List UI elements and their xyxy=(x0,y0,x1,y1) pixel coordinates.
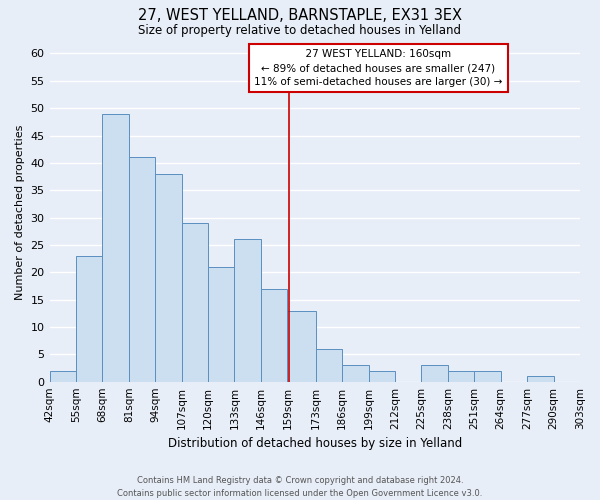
Bar xyxy=(155,174,182,382)
Bar xyxy=(208,267,235,382)
Bar xyxy=(182,223,208,382)
Bar xyxy=(368,370,395,382)
Bar xyxy=(475,370,501,382)
Text: 27 WEST YELLAND: 160sqm  
← 89% of detached houses are smaller (247)
11% of semi: 27 WEST YELLAND: 160sqm ← 89% of detache… xyxy=(254,50,503,88)
Bar xyxy=(235,240,261,382)
X-axis label: Distribution of detached houses by size in Yelland: Distribution of detached houses by size … xyxy=(167,437,462,450)
Bar xyxy=(421,366,448,382)
Text: Size of property relative to detached houses in Yelland: Size of property relative to detached ho… xyxy=(139,24,461,37)
Bar xyxy=(76,256,103,382)
Y-axis label: Number of detached properties: Number of detached properties xyxy=(15,124,25,300)
Text: Contains HM Land Registry data © Crown copyright and database right 2024.
Contai: Contains HM Land Registry data © Crown c… xyxy=(118,476,482,498)
Bar xyxy=(527,376,554,382)
Bar xyxy=(316,349,342,382)
Bar xyxy=(261,288,287,382)
Bar xyxy=(103,114,129,382)
Text: 27, WEST YELLAND, BARNSTAPLE, EX31 3EX: 27, WEST YELLAND, BARNSTAPLE, EX31 3EX xyxy=(138,8,462,22)
Bar xyxy=(129,158,155,382)
Bar xyxy=(448,370,475,382)
Bar xyxy=(342,366,368,382)
Bar xyxy=(50,370,76,382)
Bar xyxy=(287,310,316,382)
